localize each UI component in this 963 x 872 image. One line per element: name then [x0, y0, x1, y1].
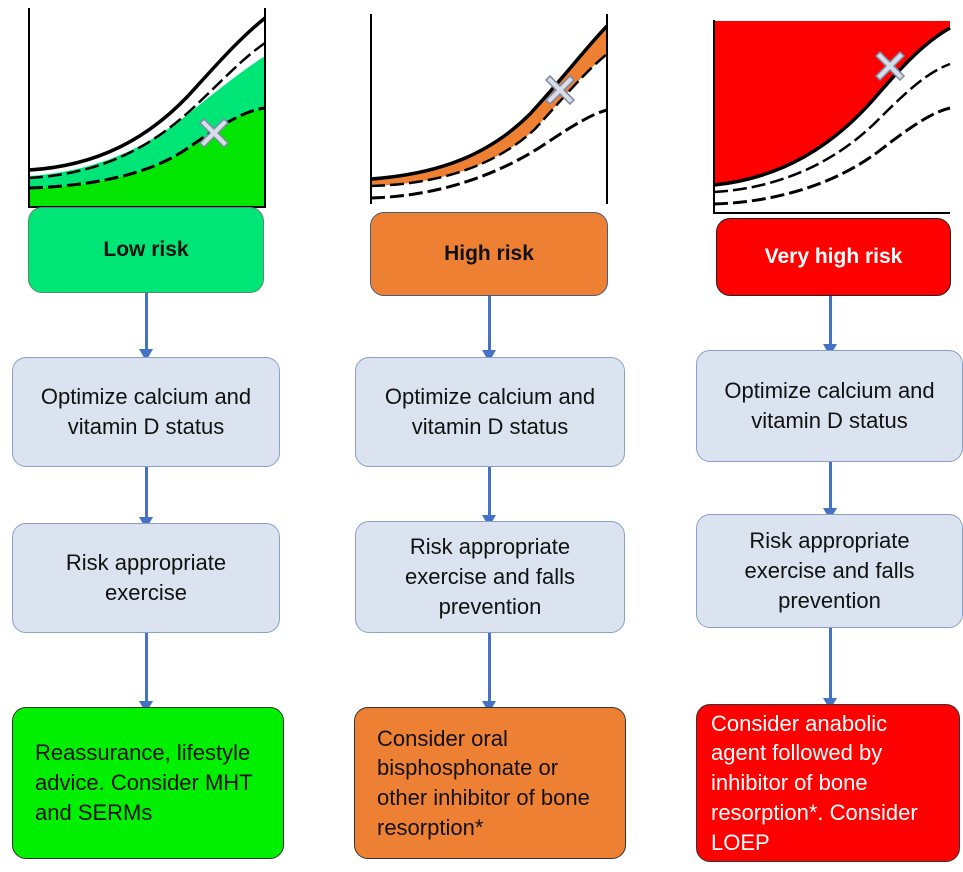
- risk-label: Low risk: [103, 237, 189, 261]
- step-calcium-vitamin-d: Optimize calcium and vitamin D status: [355, 357, 625, 467]
- step-exercise: Risk appropriate exercise: [12, 523, 280, 633]
- risk-label: Very high risk: [764, 244, 903, 268]
- risk-level-very-high: Very high risk: [716, 218, 951, 296]
- risk-chart-low: [28, 8, 266, 208]
- risk-label: High risk: [444, 241, 534, 265]
- x-marker-icon: [544, 74, 576, 106]
- step-calcium-vitamin-d: Optimize calcium and vitamin D status: [696, 350, 963, 462]
- x-marker-icon: [874, 50, 906, 82]
- step-exercise-falls: Risk appropriate exercise and falls prev…: [355, 521, 625, 633]
- recommendation-very-high: Consider anabolic agent followed by inhi…: [696, 704, 960, 862]
- step-exercise-falls: Risk appropriate exercise and falls prev…: [696, 514, 963, 628]
- recommendation-low: Reassurance, lifestyle advice. Consider …: [12, 707, 284, 859]
- x-marker-icon: [198, 117, 230, 149]
- step-calcium-vitamin-d: Optimize calcium and vitamin D status: [12, 357, 280, 467]
- risk-chart-very-high: [713, 20, 951, 214]
- recommendation-high: Consider oral bisphosphonate or other in…: [354, 707, 626, 859]
- risk-chart-high: [370, 14, 608, 204]
- risk-level-high: High risk: [370, 212, 608, 296]
- risk-level-low: Low risk: [28, 207, 264, 293]
